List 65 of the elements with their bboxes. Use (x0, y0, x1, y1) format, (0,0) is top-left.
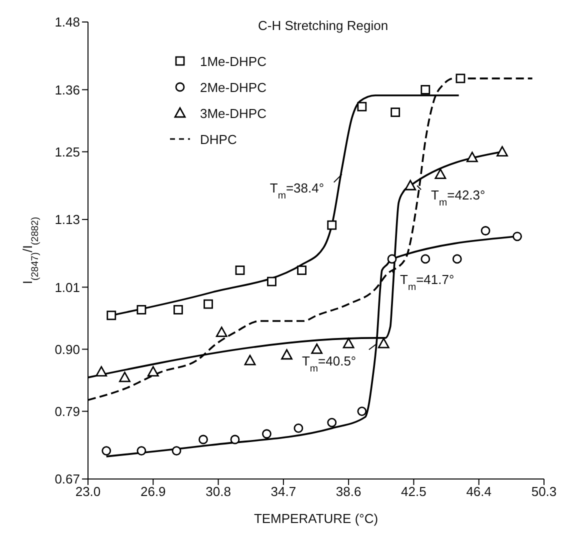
point (452, 254, 462, 264)
point (404, 180, 416, 190)
point (434, 168, 446, 180)
point (297, 266, 306, 275)
point (387, 254, 397, 264)
point (102, 446, 112, 456)
point (147, 366, 159, 376)
point (172, 446, 182, 456)
point (119, 372, 130, 382)
annotation: T$_{m}$=41.7° (400, 272, 454, 293)
point (512, 232, 522, 242)
point (420, 85, 430, 94)
point (281, 349, 292, 360)
point (262, 429, 272, 439)
x-tick-label: 46.4 (466, 484, 492, 500)
annotation: T$_{m}$=40.5° (302, 354, 356, 374)
point (390, 108, 400, 117)
point (327, 418, 337, 428)
point (327, 220, 337, 230)
y-tick-label: 1.01 (54, 280, 80, 295)
point (96, 366, 108, 376)
y-tick-label: 1.36 (54, 82, 80, 98)
y-tick-label: 0.79 (54, 404, 80, 419)
x-tick-label: 38.6 (336, 484, 362, 500)
point (136, 446, 146, 456)
point (311, 344, 323, 354)
x-axis-title: TEMPERATURE (°C) (254, 511, 378, 526)
point (235, 266, 245, 275)
point (106, 310, 116, 320)
y-tick-label: 1.25 (54, 144, 80, 160)
point (244, 354, 256, 366)
legend-label: 1Me-DHPC (200, 54, 266, 68)
point (420, 254, 430, 264)
y-tick-label: 0.67 (54, 472, 80, 487)
chart-title: C-H Stretching Region (258, 18, 388, 33)
point (357, 102, 367, 112)
x-tick-label: 23.0 (75, 484, 101, 500)
point (174, 305, 183, 314)
point (357, 406, 367, 416)
x-tick-label: 34.7 (270, 484, 296, 500)
point (466, 152, 478, 162)
point (198, 434, 208, 444)
x-tick-label: 30.8 (206, 484, 231, 500)
point (230, 434, 240, 444)
point (378, 338, 390, 348)
x-tick-label: 42.5 (401, 484, 426, 500)
x-tick-label: 26.9 (140, 484, 166, 500)
point (136, 305, 146, 314)
legend-label: 2Me-DHPC (200, 80, 266, 94)
point (456, 74, 466, 84)
point (480, 226, 490, 236)
annotation: T$_{m}$=42.3° (431, 188, 486, 208)
point (294, 424, 304, 433)
y-tick-label: 1.48 (54, 14, 80, 30)
point (496, 146, 508, 156)
point (267, 276, 276, 286)
point (204, 299, 213, 309)
annotation: T$_{m}$=38.4° (270, 180, 324, 201)
legend-label: DHPC (200, 132, 237, 146)
point (216, 326, 228, 338)
y-tick-label: 0.90 (54, 342, 80, 357)
x-tick-label: 50.3 (531, 484, 557, 500)
point (342, 338, 354, 348)
legend-label: 3Me-DHPC (200, 106, 266, 120)
y-tick-label: 1.13 (54, 212, 80, 228)
